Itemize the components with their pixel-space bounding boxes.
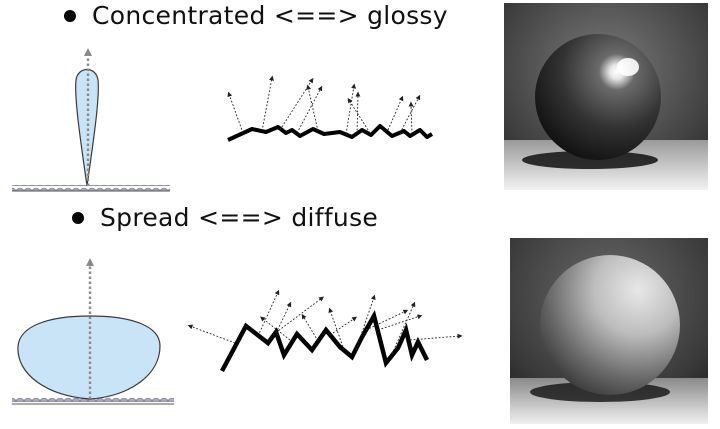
diffuse-sphere: [540, 255, 680, 395]
ray: [387, 95, 404, 131]
ray: [409, 333, 463, 341]
ray: [260, 316, 291, 341]
diffuse-lobe-figure: [12, 258, 174, 405]
glossy-shadow: [522, 151, 658, 169]
glossy-highlight: [617, 58, 639, 76]
ray: [301, 313, 319, 342]
ray: [345, 83, 357, 135]
ray: [365, 309, 409, 331]
ray: [347, 97, 371, 134]
ray: [261, 75, 274, 132]
bullet-glossy: Concentrated <==> glossy: [64, 1, 448, 30]
bullet-dot: [72, 211, 84, 224]
ray: [187, 324, 236, 344]
bullet-diffuse: Spread <==> diffuse: [72, 203, 378, 232]
glossy-microsurface-figure: [227, 75, 434, 142]
ray: [257, 289, 280, 337]
ray: [355, 91, 361, 135]
ray: [296, 85, 323, 134]
ray: [377, 314, 423, 331]
diffuse-surface: [12, 398, 174, 404]
glossy-reflected-rays: [227, 75, 421, 135]
glossy-sphere-render: [504, 3, 708, 190]
diffuse-microsurface-figure: [187, 289, 463, 373]
ray: [279, 77, 314, 131]
ray: [399, 94, 421, 134]
glossy-lobe-figure: [12, 48, 170, 192]
diffuse-scattered-rays: [187, 289, 463, 355]
ray: [408, 101, 414, 135]
glossy-microsurface: [227, 124, 434, 142]
ray: [269, 296, 324, 338]
bullet-text-glossy: Concentrated <==> glossy: [92, 1, 448, 30]
ray: [275, 301, 292, 334]
ray: [306, 84, 319, 132]
glossy-surface: [12, 185, 170, 191]
bullet-text-diffuse: Spread <==> diffuse: [100, 203, 379, 232]
ray: [227, 91, 244, 134]
glossy-sphere: [535, 34, 661, 160]
bullet-dot: [64, 9, 76, 22]
ray: [329, 316, 358, 336]
diffuse-sphere-render: [510, 238, 708, 424]
diffuse-microsurface: [220, 310, 430, 373]
